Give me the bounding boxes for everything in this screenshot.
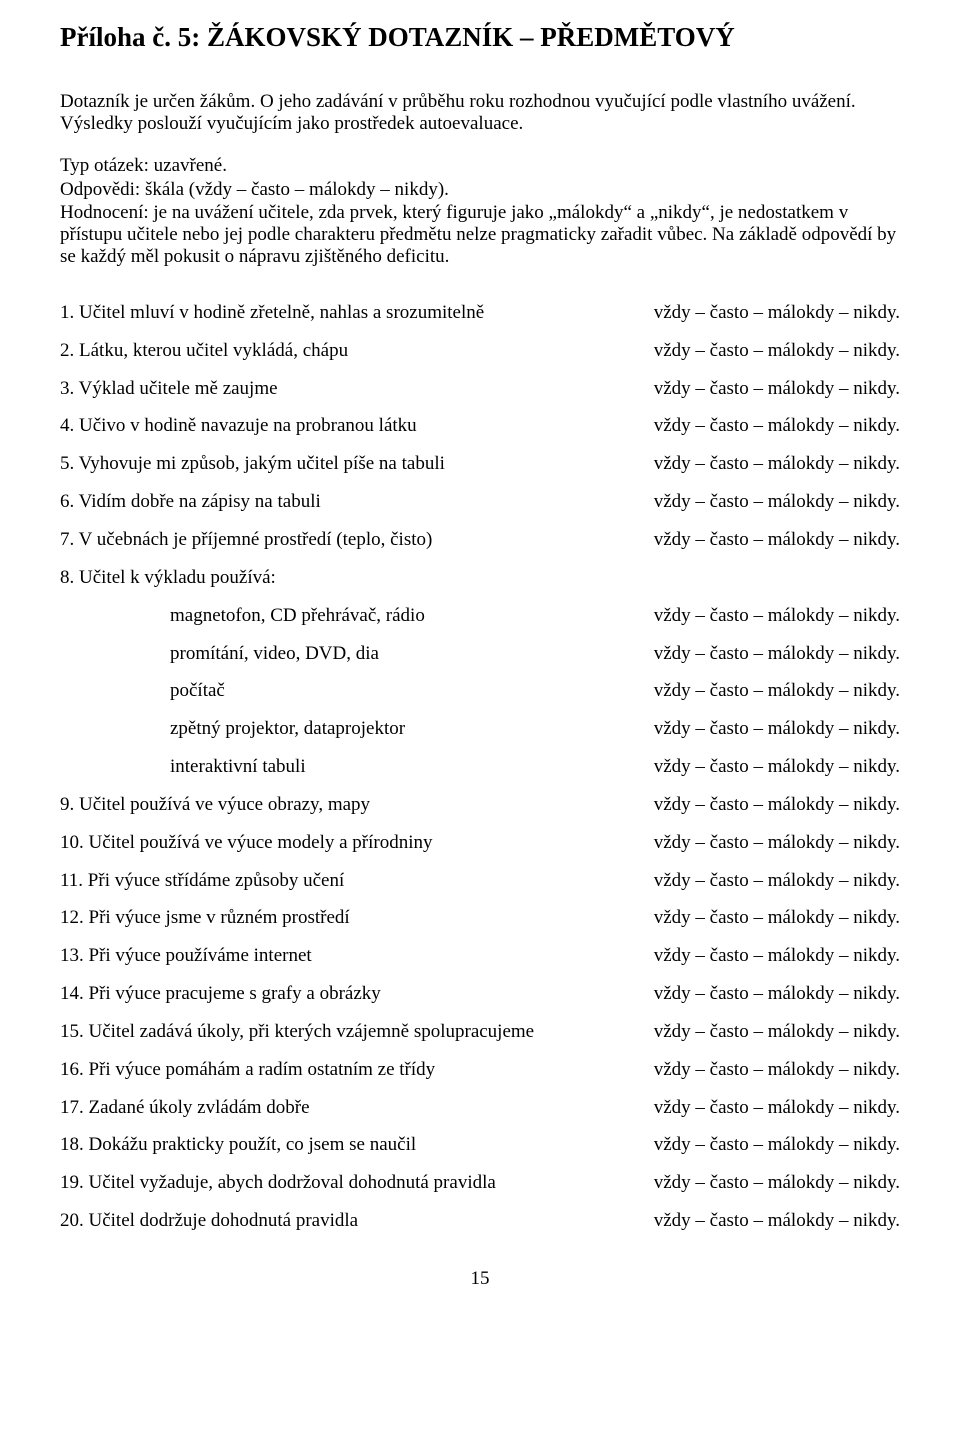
question-text: 11. Při výuce střídáme způsoby učení: [60, 870, 654, 892]
question-subtext: zpětný projektor, dataprojektor: [170, 718, 654, 740]
answer-scale: vždy – často – málokdy – nikdy.: [654, 491, 900, 513]
question-text: 14. Při výuce pracujeme s grafy a obrázk…: [60, 983, 654, 1005]
question-text: 13. Při výuce používáme internet: [60, 945, 654, 967]
question-row: 1. Učitel mluví v hodině zřetelně, nahla…: [60, 302, 900, 324]
answer-scale: vždy – často – málokdy – nikdy.: [654, 680, 900, 702]
question-row: 12. Při výuce jsme v různém prostředí vž…: [60, 907, 900, 929]
intro-paragraph-evaluation: Hodnocení: je na uvážení učitele, zda pr…: [60, 202, 900, 268]
question-group-header: 8. Učitel k výkladu používá:: [60, 567, 900, 589]
question-text: 16. Při výuce pomáhám a radím ostatním z…: [60, 1059, 654, 1081]
question-text: 3. Výklad učitele mě zaujme: [60, 378, 654, 400]
question-row: 9. Učitel používá ve výuce obrazy, mapy …: [60, 794, 900, 816]
question-subtext: interaktivní tabuli: [170, 756, 654, 778]
question-row: 2. Látku, kterou učitel vykládá, chápu v…: [60, 340, 900, 362]
answer-scale: vždy – často – málokdy – nikdy.: [654, 945, 900, 967]
question-text: 6. Vidím dobře na zápisy na tabuli: [60, 491, 654, 513]
question-row: 19. Učitel vyžaduje, abych dodržoval doh…: [60, 1172, 900, 1194]
question-row: 20. Učitel dodržuje dohodnutá pravidla v…: [60, 1210, 900, 1232]
answer-scale: vždy – často – málokdy – nikdy.: [654, 832, 900, 854]
intro-paragraph-1: Dotazník je určen žákům. O jeho zadávání…: [60, 91, 900, 135]
answer-scale: vždy – často – málokdy – nikdy.: [654, 605, 900, 627]
question-row: 14. Při výuce pracujeme s grafy a obrázk…: [60, 983, 900, 1005]
question-subrow: magnetofon, CD přehrávač, rádio vždy – č…: [60, 605, 900, 627]
question-row: 7. V učebnách je příjemné prostředí (tep…: [60, 529, 900, 551]
question-row: 13. Při výuce používáme internet vždy – …: [60, 945, 900, 967]
question-subrow: promítání, video, DVD, dia vždy – často …: [60, 643, 900, 665]
answer-scale: vždy – často – málokdy – nikdy.: [654, 718, 900, 740]
answer-scale: vždy – často – málokdy – nikdy.: [654, 643, 900, 665]
question-text: 18. Dokážu prakticky použít, co jsem se …: [60, 1134, 654, 1156]
question-text: 1. Učitel mluví v hodině zřetelně, nahla…: [60, 302, 654, 324]
answer-scale: vždy – často – málokdy – nikdy.: [654, 1210, 900, 1232]
question-subtext: magnetofon, CD přehrávač, rádio: [170, 605, 654, 627]
question-text: 12. Při výuce jsme v různém prostředí: [60, 907, 654, 929]
question-row: 3. Výklad učitele mě zaujme vždy – často…: [60, 378, 900, 400]
question-subtext: promítání, video, DVD, dia: [170, 643, 654, 665]
answer-scale: vždy – často – málokdy – nikdy.: [654, 415, 900, 437]
answer-scale: vždy – často – málokdy – nikdy.: [654, 1172, 900, 1194]
question-row: 6. Vidím dobře na zápisy na tabuli vždy …: [60, 491, 900, 513]
answer-scale: vždy – často – málokdy – nikdy.: [654, 756, 900, 778]
answer-scale: vždy – často – málokdy – nikdy.: [654, 378, 900, 400]
question-row: 5. Vyhovuje mi způsob, jakým učitel píše…: [60, 453, 900, 475]
question-subrow: zpětný projektor, dataprojektor vždy – č…: [60, 718, 900, 740]
question-text: 4. Učivo v hodině navazuje na probranou …: [60, 415, 654, 437]
answer-scale: vždy – často – málokdy – nikdy.: [654, 907, 900, 929]
answer-scale: vždy – často – málokdy – nikdy.: [654, 1021, 900, 1043]
question-text: 10. Učitel používá ve výuce modely a pří…: [60, 832, 654, 854]
document-page: Příloha č. 5: ŽÁKOVSKÝ DOTAZNÍK – PŘEDMĚ…: [0, 0, 960, 1330]
answer-scale: vždy – často – málokdy – nikdy.: [654, 794, 900, 816]
question-text: 19. Učitel vyžaduje, abych dodržoval doh…: [60, 1172, 654, 1194]
question-subrow: počítač vždy – často – málokdy – nikdy.: [60, 680, 900, 702]
answer-scale: vždy – často – málokdy – nikdy.: [654, 1097, 900, 1119]
question-row: 11. Při výuce střídáme způsoby učení vžd…: [60, 870, 900, 892]
intro-line-type: Typ otázek: uzavřené.: [60, 155, 900, 177]
question-text: 9. Učitel používá ve výuce obrazy, mapy: [60, 794, 654, 816]
page-number: 15: [60, 1268, 900, 1290]
answer-scale: vždy – často – málokdy – nikdy.: [654, 453, 900, 475]
question-row: 15. Učitel zadává úkoly, při kterých vzá…: [60, 1021, 900, 1043]
answer-scale: vždy – často – málokdy – nikdy.: [654, 870, 900, 892]
answer-scale: vždy – často – málokdy – nikdy.: [654, 983, 900, 1005]
answer-scale: vždy – často – málokdy – nikdy.: [654, 1059, 900, 1081]
question-text: 17. Zadané úkoly zvládám dobře: [60, 1097, 654, 1119]
answer-scale: vždy – často – málokdy – nikdy.: [654, 1134, 900, 1156]
question-text: 15. Učitel zadává úkoly, při kterých vzá…: [60, 1021, 654, 1043]
answer-scale: vždy – často – málokdy – nikdy.: [654, 340, 900, 362]
question-text: 2. Látku, kterou učitel vykládá, chápu: [60, 340, 654, 362]
question-row: 4. Učivo v hodině navazuje na probranou …: [60, 415, 900, 437]
question-subrow: interaktivní tabuli vždy – často – málok…: [60, 756, 900, 778]
answer-scale: vždy – často – málokdy – nikdy.: [654, 529, 900, 551]
question-row: 16. Při výuce pomáhám a radím ostatním z…: [60, 1059, 900, 1081]
question-text: 5. Vyhovuje mi způsob, jakým učitel píše…: [60, 453, 654, 475]
question-row: 10. Učitel používá ve výuce modely a pří…: [60, 832, 900, 854]
question-row: 18. Dokážu prakticky použít, co jsem se …: [60, 1134, 900, 1156]
question-text: 7. V učebnách je příjemné prostředí (tep…: [60, 529, 654, 551]
question-text: 20. Učitel dodržuje dohodnutá pravidla: [60, 1210, 654, 1232]
question-subtext: počítač: [170, 680, 654, 702]
question-row: 17. Zadané úkoly zvládám dobře vždy – ča…: [60, 1097, 900, 1119]
answer-scale: vždy – často – málokdy – nikdy.: [654, 302, 900, 324]
intro-line-answers: Odpovědi: škála (vždy – často – málokdy …: [60, 179, 900, 201]
page-title: Příloha č. 5: ŽÁKOVSKÝ DOTAZNÍK – PŘEDMĚ…: [60, 22, 900, 53]
